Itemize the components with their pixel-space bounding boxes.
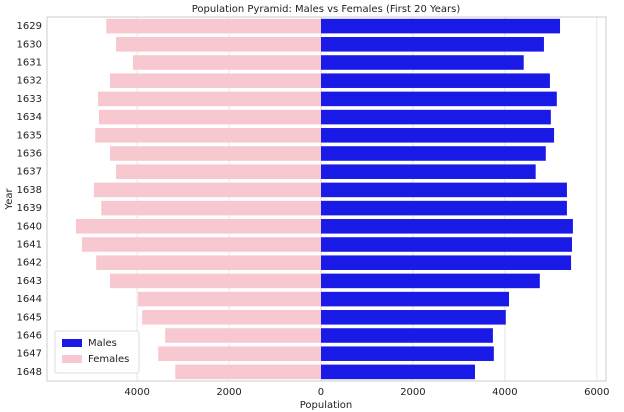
y-tick-label: 1648 [17,367,42,378]
y-tick-label: 1630 [17,39,42,50]
y-tick-label: 1640 [17,221,42,232]
y-tick-label: 1634 [17,112,42,123]
x-tick-label: 2000 [400,387,425,398]
bar [320,237,572,252]
bar [98,91,321,107]
bar [98,109,321,125]
bar [75,219,321,234]
bar [320,200,567,216]
bar [132,55,321,70]
x-tick-label: 4000 [492,387,517,398]
bar [320,128,555,143]
y-tick-label: 1633 [17,94,42,105]
bar [320,255,572,270]
y-tick-label: 1646 [17,331,42,342]
y-tick-label: 1635 [17,130,42,141]
y-tick-label: 1642 [17,258,42,269]
y-tick-label: 1644 [17,294,42,305]
bar [95,128,321,143]
bar [320,182,567,198]
x-tick-label: 6000 [584,387,609,398]
bar [109,73,321,88]
plot-frame [46,16,607,382]
bar [320,55,524,70]
x-axis-label: Population [300,400,353,411]
bar [158,346,321,361]
x-tick-label: 4000 [124,387,149,398]
bar [320,164,536,179]
y-tick-label: 1637 [17,167,42,178]
y-tick-label: 1638 [17,185,42,196]
y-axis-label: Year [4,188,15,211]
bar [320,18,561,34]
y-tick-label: 1629 [17,21,42,32]
y-tick-label: 1631 [17,58,42,69]
bar [109,146,321,161]
bar [320,346,494,361]
y-tick-label: 1639 [17,203,42,214]
legend-label: Males [88,338,117,349]
bar [320,146,546,161]
legend-swatch [62,355,82,363]
bar [320,364,475,380]
bar [81,237,321,252]
bar [142,310,321,325]
x-tick-label: 0 [318,387,324,398]
bar [165,328,321,343]
bar [320,37,544,52]
bar [320,73,550,88]
y-tick-label: 1645 [17,312,42,323]
legend-swatch [62,339,82,347]
y-tick-label: 1636 [17,149,42,160]
bar [115,37,321,52]
bar [93,182,321,198]
bar [320,219,573,234]
bar [138,291,321,307]
x-tick-label: 2000 [216,387,241,398]
bar [115,164,321,179]
y-tick-label: 1641 [17,240,42,251]
legend-label: Females [88,354,129,365]
bar [109,273,321,289]
bar [320,109,551,125]
y-tick-label: 1647 [17,349,42,360]
bar [320,273,540,289]
bar [320,310,506,325]
y-tick-label: 1632 [17,76,42,87]
bar [96,255,321,270]
bar [320,328,493,343]
bar [320,91,557,107]
chart-title: Population Pyramid: Males vs Females (Fi… [192,4,461,15]
bar [320,291,510,307]
bar [106,18,321,34]
y-tick-label: 1643 [17,276,42,287]
bar [175,364,321,380]
bar [101,200,321,216]
